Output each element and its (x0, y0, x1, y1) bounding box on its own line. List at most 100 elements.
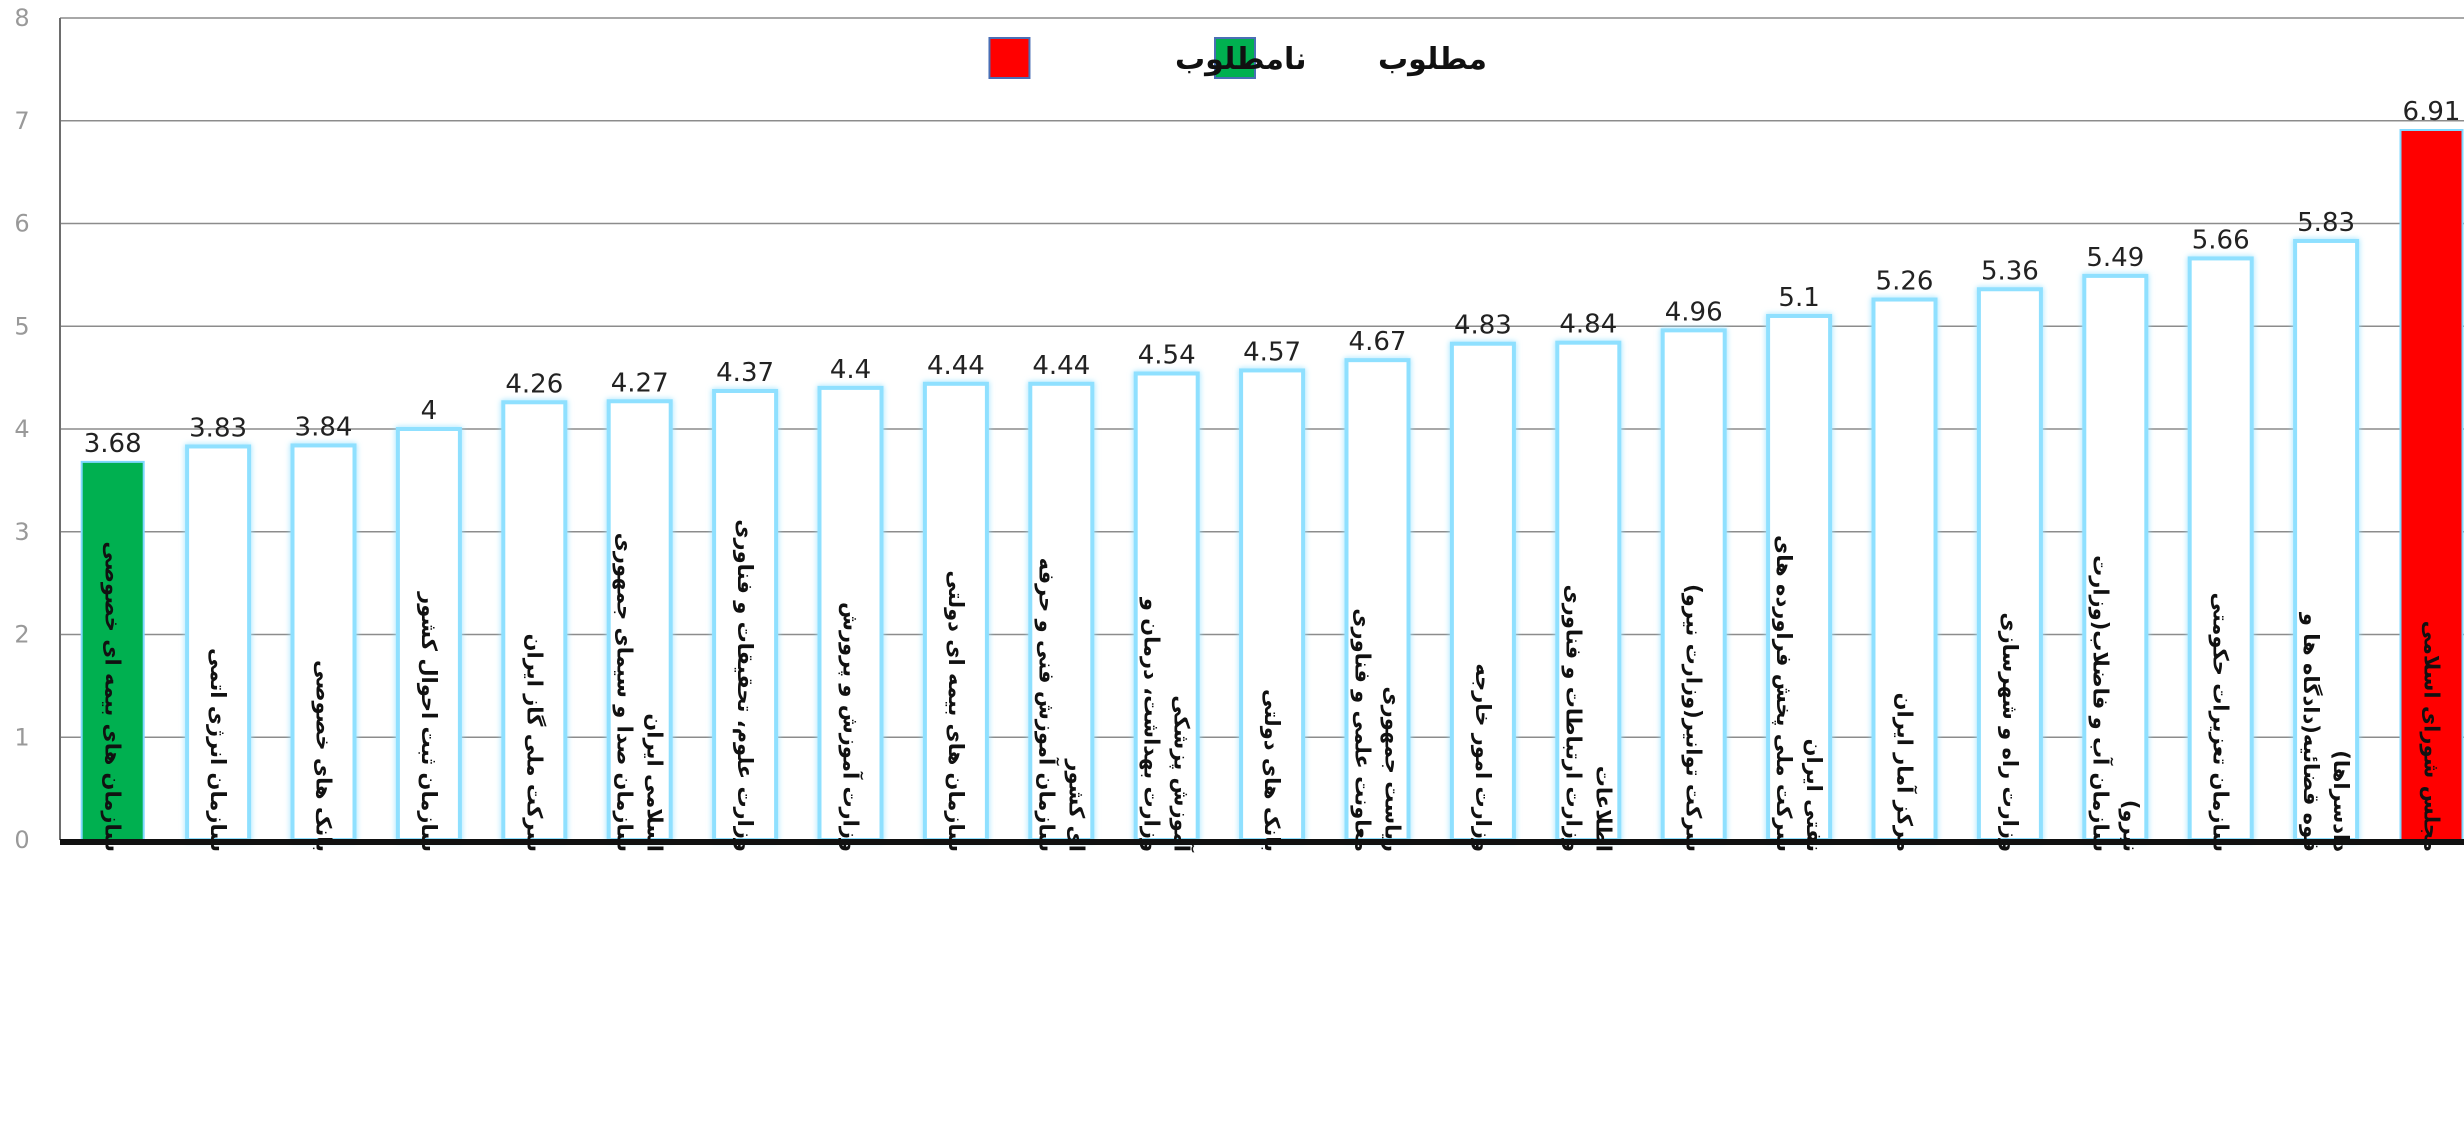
x-tick-label: وزارت راه و شهرسازی (1998, 612, 2022, 852)
x-tick-label: سازمان آموزش فنی و حرفه ای کشور (1034, 558, 1088, 852)
x-tick-label-line: وزارت راه و شهرسازی (1998, 612, 2022, 852)
x-tick-label: شرکت توانیر(وزارت نیرو) (1682, 584, 1706, 852)
y-tick-label: 1 (14, 723, 29, 751)
bar (712, 388, 779, 842)
data-label: 4 (421, 396, 438, 426)
x-tick-label-line: وزارت بهداشت، درمان و (1140, 597, 1164, 852)
bar (80, 460, 145, 841)
data-label: 5.36 (1981, 256, 2039, 286)
y-tick-label: 6 (14, 210, 29, 238)
legend-swatch (988, 37, 1031, 79)
legend: مطلوب نامطلوب (988, 37, 1487, 79)
x-tick-label: شرکت ملی گاز ایران (522, 634, 547, 852)
x-tick-label-line: قوه قضائیه(دادگاه ها و (2299, 612, 2324, 852)
data-label: 4.57 (1243, 337, 1301, 367)
data-label: 4.54 (1138, 341, 1196, 371)
x-tick-label-line: سازمان انرژی اتمی (206, 648, 230, 852)
x-tick-label: بانک های خصوصی (312, 660, 336, 852)
y-tick-label: 0 (14, 826, 29, 854)
data-label: 4.83 (1454, 311, 1512, 341)
data-label: 5.83 (2297, 208, 2355, 238)
data-label: 3.83 (189, 413, 247, 443)
x-tick-label-line: اطلاعات (1591, 766, 1615, 852)
data-label: 4.96 (1665, 297, 1723, 327)
x-tick-label-line: وزارت علوم، تحقیقات و فناوری (733, 519, 757, 852)
bar (1976, 287, 2043, 842)
data-label: 4.67 (1349, 327, 1407, 357)
bar (1555, 340, 1622, 842)
x-tick-label: معاونت علمی و فناوری ریاست جمهوری (1351, 608, 1405, 852)
x-axis: سازمان های بیمه ای خصوصی سازمان انرژی اتم… (60, 519, 2464, 853)
x-tick-label: سازمان های بیمه ای دولتی (944, 570, 968, 852)
x-tick-label-line: سازمان ثبت احوال کشور (417, 591, 441, 852)
bar (1871, 297, 1938, 843)
bar (2187, 256, 2254, 842)
data-label: 4.84 (1559, 310, 1617, 340)
x-tick-label-line: ای کشور (1064, 758, 1088, 852)
x-tick-label: وزارت آموزش و پرورش (839, 602, 864, 852)
legend-label: نامطلوب (1175, 42, 1307, 77)
y-tick-label: 7 (14, 107, 29, 135)
x-tick-label: مجلس شورای اسلامی (2420, 621, 2444, 852)
x-tick-label-line: ریاست جمهوری (1381, 686, 1405, 852)
x-tick-label-line: شرکت ملی پخش فراورده های (1772, 535, 1796, 852)
x-tick-label-line: شرکت توانیر(وزارت نیرو) (1682, 584, 1706, 852)
x-tick-label: مرکز آمار ایران (1893, 693, 1918, 852)
data-label: 4.44 (1032, 351, 1090, 381)
x-tick-label: سازمان صدا و سیمای جمهوری اسلامی ایران (613, 533, 667, 852)
data-label: 5.66 (2192, 225, 2250, 255)
x-tick-label: وزارت ارتباطات و فناوری اطلاعات (1561, 584, 1615, 852)
x-tick-label: وزارت بهداشت، درمان و آموزش پزشکی (1140, 597, 1195, 853)
data-label: 4.27 (611, 368, 669, 398)
data-label: 5.26 (1876, 267, 1934, 297)
x-tick-label-line: بانک های دولتی (1260, 689, 1284, 852)
x-tick-label: وزارت امور خارجه (1471, 663, 1495, 852)
x-tick-label-line: سازمان های بیمه ای دولتی (944, 570, 968, 852)
x-tick-label-line: بانک های خصوصی (312, 660, 336, 852)
x-tick-label: وزارت علوم، تحقیقات و فناوری (733, 519, 757, 852)
x-tick-label-line: سازمان آب و فاضلاب(وزارت (2088, 555, 2113, 852)
x-tick-label-line: سازمان آموزش فنی و حرفه (1034, 558, 1059, 852)
x-tick-label-line: اسلامی ایران (643, 713, 667, 852)
bar (1344, 358, 1411, 842)
x-tick-label: سازمان ثبت احوال کشور (417, 591, 441, 852)
bar (817, 385, 884, 842)
data-label: 4.37 (716, 358, 774, 388)
x-tick-label-line: مرکز آمار ایران (1893, 693, 1918, 852)
data-label: 3.68 (84, 429, 142, 459)
x-tick-label-line: سازمان تعزیرات حکومتی (2209, 593, 2233, 852)
data-labels: 3.68 3.83 3.84 4 4.26 4.27 4.37 4.4 4.44 4.44 4.54… (84, 97, 2461, 459)
x-tick-label-line: وزارت امور خارجه (1471, 663, 1495, 852)
data-label: 4.4 (830, 355, 871, 385)
y-axis: 0 1 2 3 4 5 6 7 8 (14, 4, 61, 854)
data-label: 5.49 (2086, 243, 2144, 273)
x-tick-label-line: سازمان صدا و سیمای جمهوری (613, 533, 637, 852)
x-tick-label-line: شرکت ملی گاز ایران (522, 634, 547, 852)
x-tick-label: قوه قضائیه(دادگاه ها و دادسراها) (2299, 612, 2353, 852)
bar (1449, 341, 1516, 842)
x-tick-label-line: معاونت علمی و فناوری (1351, 608, 1375, 852)
bar (2399, 128, 2464, 841)
legend-label: مطلوب (1378, 42, 1487, 77)
x-tick-label: سازمان های بیمه ای خصوصی (101, 541, 125, 852)
bars (80, 128, 2464, 843)
data-label: 4.44 (927, 351, 985, 381)
x-tick-label: سازمان تعزیرات حکومتی (2209, 593, 2233, 852)
x-tick-label-line: وزارت آموزش و پرورش (839, 602, 864, 852)
y-tick-label: 3 (14, 518, 29, 546)
x-tick-label-line: نفتی ایران (1802, 739, 1826, 852)
y-tick-label: 4 (14, 415, 29, 443)
bar (1239, 368, 1306, 842)
data-label: 6.91 (2403, 97, 2461, 127)
bar (2293, 238, 2360, 842)
bar (1766, 313, 1833, 843)
x-tick-label-line: مجلس شورای اسلامی (2420, 621, 2444, 852)
x-tick-label-line: وزارت ارتباطات و فناوری (1561, 584, 1585, 852)
data-label: 5.1 (1778, 283, 1819, 313)
x-tick-label-line: آموزش پزشکی (1170, 695, 1195, 853)
y-tick-label: 5 (14, 312, 29, 340)
x-tick-label-line: سازمان های بیمه ای خصوصی (101, 541, 125, 852)
x-tick-label: سازمان انرژی اتمی (206, 648, 230, 852)
